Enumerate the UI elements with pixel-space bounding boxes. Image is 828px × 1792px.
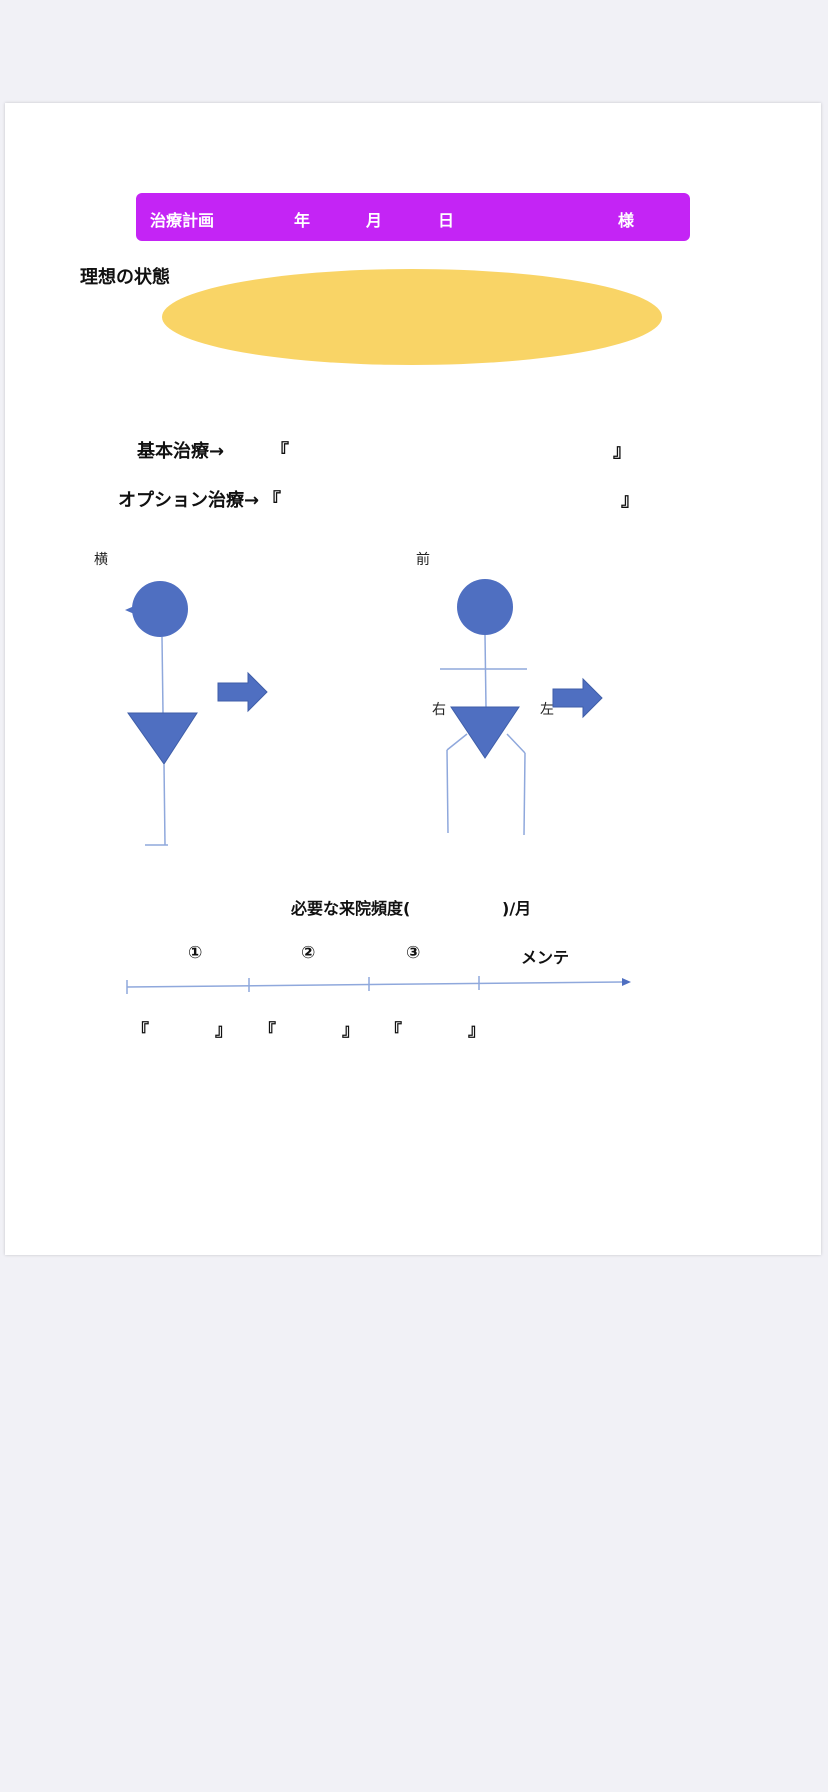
- basic-treatment-label: 基本治療→: [137, 441, 225, 462]
- header-title: 治療計画: [150, 211, 215, 230]
- side-spine: [161, 636, 164, 714]
- basic-treatment-close-bracket: 』: [613, 441, 631, 462]
- ideal-state-ellipse: [162, 269, 662, 365]
- stage-2-open-bracket: 『: [259, 1021, 276, 1041]
- visit-frequency-suffix: )/月: [502, 899, 532, 918]
- left-side-label: 左: [540, 702, 554, 718]
- front-pelvis: [450, 706, 520, 759]
- stage-3-close-bracket: 』: [468, 1021, 485, 1041]
- front-spine: [484, 634, 487, 708]
- front-view-label: 前: [416, 552, 430, 568]
- posture-diagrams: [125, 579, 631, 994]
- side-pelvis: [127, 712, 198, 765]
- stage-3-open-bracket: 『: [385, 1021, 402, 1041]
- basic-treatment-open-bracket: 『: [271, 441, 289, 462]
- stage-1-label: ①: [188, 943, 203, 963]
- stage-2-close-bracket: 』: [342, 1021, 359, 1041]
- stage-1-open-bracket: 『: [132, 1021, 149, 1041]
- front-view-figure: [440, 579, 603, 836]
- side-leg: [163, 763, 166, 846]
- front-left-hip: [446, 733, 468, 751]
- header-day: 日: [438, 211, 455, 230]
- timeline-axis: [126, 981, 623, 988]
- maintenance-label: メンテ: [521, 948, 570, 967]
- document-page: 治療計画 年 月 日 様 理想の状態 基本治療→ 『 』 オプション治療→ 『 …: [5, 103, 821, 1255]
- header-year: 年: [294, 211, 311, 230]
- header-suffix: 様: [618, 211, 635, 230]
- stage-1-close-bracket: 』: [215, 1021, 232, 1041]
- ideal-state-label: 理想の状態: [80, 267, 170, 288]
- stage-2-label: ②: [301, 943, 316, 963]
- front-right-leg: [523, 752, 526, 836]
- visit-frequency-prefix: 必要な来院頻度(: [291, 899, 411, 918]
- front-head: [457, 579, 513, 635]
- side-arrow-icon: [217, 671, 268, 713]
- visit-timeline: [126, 976, 631, 994]
- option-treatment-open-bracket: 『: [263, 490, 281, 511]
- right-side-label: 右: [432, 702, 446, 718]
- timeline-arrow-icon: [622, 978, 631, 986]
- front-arrow-icon: [552, 677, 603, 719]
- option-treatment-close-bracket: 』: [621, 490, 639, 511]
- side-view-label: 横: [94, 552, 108, 568]
- front-right-hip: [506, 733, 526, 754]
- stage-3-label: ③: [406, 943, 421, 963]
- treatment-plan-header: 治療計画 年 月 日 様: [136, 193, 690, 241]
- side-view-figure: [125, 581, 268, 846]
- side-head: [132, 581, 188, 637]
- front-left-leg: [446, 749, 449, 834]
- option-treatment-label: オプション治療→: [118, 490, 260, 511]
- header-month: 月: [366, 211, 383, 230]
